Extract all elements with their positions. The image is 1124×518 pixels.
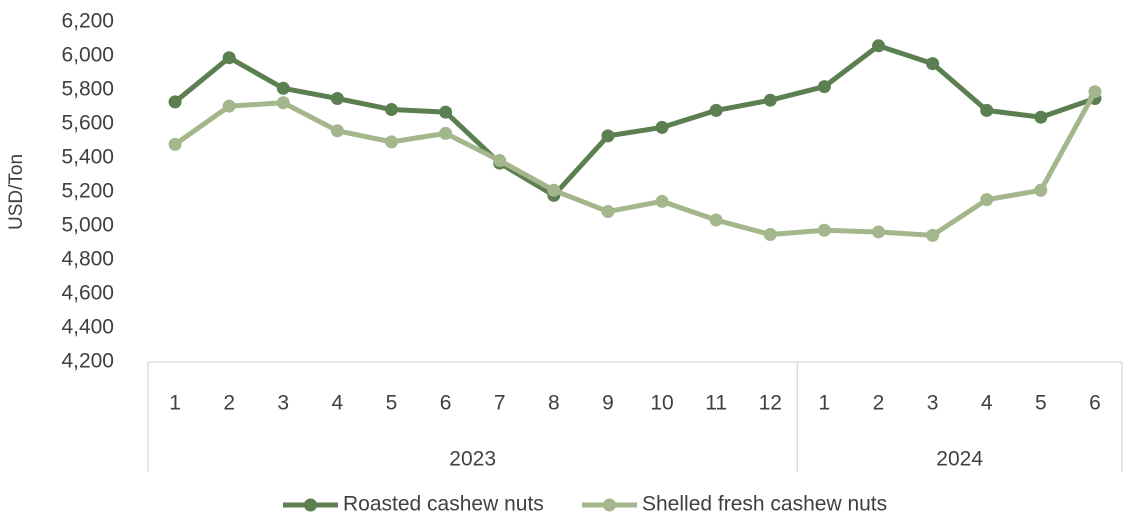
y-tick-label: 6,200 xyxy=(61,10,114,33)
x-tick-label: 3 xyxy=(927,392,939,415)
series-line xyxy=(173,90,1098,238)
x-tick-label: 4 xyxy=(981,392,993,415)
x-tick-label: 5 xyxy=(386,392,398,415)
y-tick-label: 4,200 xyxy=(61,350,114,373)
data-point xyxy=(709,103,723,117)
data-point xyxy=(763,228,777,241)
legend-label: Roasted cashew nuts xyxy=(343,493,544,516)
data-point xyxy=(493,154,507,168)
x-tick-label: 8 xyxy=(548,392,560,415)
data-point xyxy=(872,39,885,53)
legend-marker xyxy=(603,498,616,512)
data-point xyxy=(1034,110,1048,124)
data-point xyxy=(439,105,453,119)
data-point xyxy=(872,225,885,239)
x-tick-label: 10 xyxy=(650,392,673,415)
y-axis-label: USD/Ton xyxy=(6,154,27,230)
data-point xyxy=(926,228,940,242)
data-point xyxy=(980,103,994,117)
x-tick-label: 11 xyxy=(705,392,727,415)
legend-marker xyxy=(304,498,317,512)
data-point xyxy=(817,80,831,94)
x-tick-label: 1 xyxy=(169,392,181,415)
x-tick-label: 6 xyxy=(1089,392,1101,415)
data-point xyxy=(1034,183,1048,197)
y-tick-label: 5,400 xyxy=(61,146,114,169)
data-point xyxy=(763,93,777,107)
y-tick-label: 4,600 xyxy=(61,282,114,305)
data-point xyxy=(547,183,561,197)
data-point xyxy=(601,129,615,143)
data-point xyxy=(385,135,398,149)
y-tick-label: 6,000 xyxy=(61,44,114,67)
data-point xyxy=(385,103,398,117)
series-line xyxy=(173,43,1096,198)
data-point xyxy=(980,193,994,207)
y-tick-label: 5,000 xyxy=(61,214,114,237)
x-tick-label: 1 xyxy=(819,392,831,415)
data-point xyxy=(817,223,831,237)
data-point xyxy=(709,213,723,227)
data-point xyxy=(222,51,236,65)
x-group-label: 2024 xyxy=(936,448,983,471)
x-tick-label: 3 xyxy=(277,392,289,415)
data-point xyxy=(276,81,290,95)
data-point xyxy=(655,194,669,208)
x-tick-label: 5 xyxy=(1035,392,1047,415)
x-tick-label: 6 xyxy=(440,392,452,415)
data-point xyxy=(222,99,236,113)
x-tick-label: 12 xyxy=(759,392,782,415)
x-tick-label: 2 xyxy=(223,392,235,415)
x-tick-label: 9 xyxy=(602,392,614,415)
data-point xyxy=(330,124,344,138)
data-point xyxy=(168,95,182,109)
x-group-label: 2023 xyxy=(449,448,496,471)
x-tick-label: 4 xyxy=(332,392,344,415)
data-point xyxy=(168,137,182,151)
data-point xyxy=(1088,85,1102,99)
x-tick-label: 2 xyxy=(873,392,885,415)
y-tick-label: 5,600 xyxy=(61,112,114,135)
data-point xyxy=(330,92,344,105)
y-tick-label: 4,400 xyxy=(61,316,114,339)
data-point xyxy=(439,126,453,140)
data-point xyxy=(655,120,669,134)
legend-label: Shelled fresh cashew nuts xyxy=(642,493,887,516)
data-point xyxy=(926,57,940,71)
y-tick-label: 5,200 xyxy=(61,180,114,203)
data-point xyxy=(276,96,290,110)
y-tick-label: 5,800 xyxy=(61,78,114,101)
data-point xyxy=(601,205,615,219)
y-tick-label: 4,800 xyxy=(61,248,114,271)
x-tick-label: 7 xyxy=(494,392,506,415)
